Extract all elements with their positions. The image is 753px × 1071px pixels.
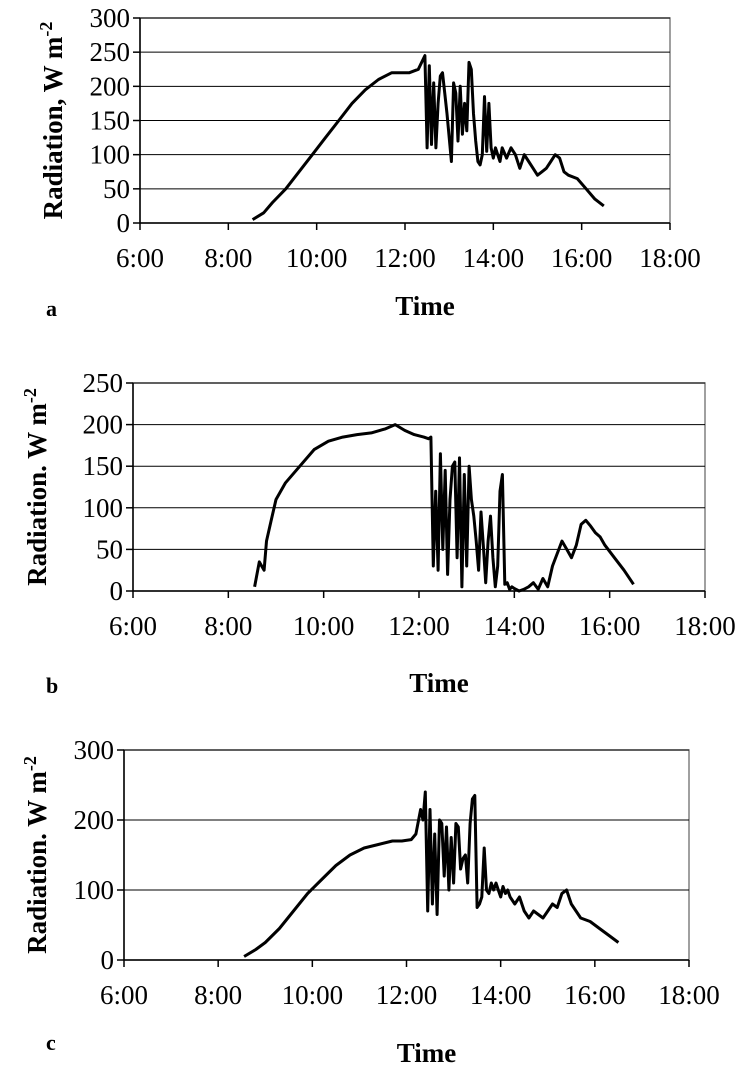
x-tick-label: 18:00 — [639, 243, 701, 273]
y-tick-label: 0 — [101, 945, 115, 975]
plot-area — [123, 749, 690, 961]
y-axis-title: Radiation. W m-2 — [20, 388, 52, 586]
x-tick-label: 18:00 — [658, 980, 720, 1010]
x-tick-label: 12:00 — [388, 611, 450, 641]
x-tick-label: 10:00 — [286, 243, 348, 273]
x-tick-label: 12:00 — [374, 243, 436, 273]
panel-label: a — [46, 296, 57, 321]
chart-panel-c: 0 100 200 300 6:00 8:00 10:00 12:00 14:00 16:00 18… — [20, 735, 720, 1068]
y-tick-label: 0 — [110, 576, 124, 606]
x-axis-title: Time — [409, 668, 469, 698]
y-axis-title-sup: -2 — [20, 756, 40, 771]
y-axis-title-sup: -2 — [36, 22, 56, 37]
panel-label: b — [46, 673, 58, 698]
tick-labels: 0 50 100 150 200 250 6:00 8:00 10:00 12:00 14:00 16… — [83, 368, 736, 641]
chart-panel-a: 0 50 100 150 200 250 300 6:00 8:00 10:00 12:00 14:0… — [36, 3, 701, 321]
tick-labels: 0 50 100 150 200 250 300 6:00 8:00 10:00 12:00 14:0… — [90, 3, 701, 273]
y-tick-label: 150 — [90, 106, 131, 136]
y-tick-label: 200 — [90, 71, 131, 101]
y-tick-label: 250 — [83, 368, 124, 398]
y-tick-label: 250 — [90, 37, 131, 67]
x-tick-label: 10:00 — [293, 611, 355, 641]
x-tick-label: 16:00 — [551, 243, 613, 273]
x-tick-label: 6:00 — [109, 611, 157, 641]
x-tick-label: 12:00 — [376, 980, 438, 1010]
x-tick-label: 14:00 — [484, 611, 546, 641]
panel-label: c — [46, 1030, 56, 1055]
x-tick-label: 8:00 — [204, 243, 252, 273]
x-tick-label: 8:00 — [194, 980, 242, 1010]
tick-labels: 0 100 200 300 6:00 8:00 10:00 12:00 14:00 16:00 18… — [74, 735, 720, 1010]
x-tick-label: 8:00 — [204, 611, 252, 641]
radiation-series-line — [243, 790, 620, 958]
y-axis-title-text: Radiation, W m — [38, 36, 68, 219]
radiation-series-line — [253, 423, 635, 593]
y-tick-label: 50 — [96, 534, 123, 564]
axes — [117, 749, 690, 967]
y-tick-label: 300 — [90, 3, 131, 33]
y-axis-title-sup: -2 — [20, 388, 40, 403]
y-tick-label: 50 — [103, 174, 130, 204]
grid-lines — [140, 17, 670, 190]
x-tick-label: 6:00 — [100, 980, 148, 1010]
y-tick-label: 100 — [83, 493, 124, 523]
x-tick-label: 16:00 — [564, 980, 626, 1010]
y-axis-title: Radiation, W m-2 — [36, 22, 68, 220]
radiation-series-line — [251, 54, 605, 221]
y-tick-label: 150 — [83, 451, 124, 481]
y-axis-title-text: Radiation. W m — [22, 403, 52, 586]
x-tick-label: 14:00 — [470, 980, 532, 1010]
grid-lines — [133, 382, 705, 550]
grid-lines — [124, 749, 689, 891]
axes — [126, 382, 706, 598]
chart-panel-b: 0 50 100 150 200 250 6:00 8:00 10:00 12:00 14:00 16… — [20, 368, 736, 698]
y-tick-label: 100 — [74, 875, 115, 905]
x-tick-label: 18:00 — [674, 611, 736, 641]
y-tick-label: 200 — [83, 410, 124, 440]
x-tick-label: 16:00 — [579, 611, 641, 641]
y-axis-title-text: Radiation. W m — [22, 771, 52, 954]
y-tick-label: 300 — [74, 735, 115, 765]
x-tick-label: 6:00 — [116, 243, 164, 273]
axes — [133, 17, 671, 230]
x-tick-label: 10:00 — [282, 980, 344, 1010]
y-tick-label: 100 — [90, 140, 131, 170]
x-tick-label: 14:00 — [463, 243, 525, 273]
y-tick-label: 0 — [117, 208, 131, 238]
plot-area — [132, 382, 706, 592]
y-axis-title: Radiation. W m-2 — [20, 756, 52, 954]
x-axis-title: Time — [397, 1038, 457, 1068]
x-axis-title: Time — [395, 291, 455, 321]
y-tick-label: 200 — [74, 805, 115, 835]
